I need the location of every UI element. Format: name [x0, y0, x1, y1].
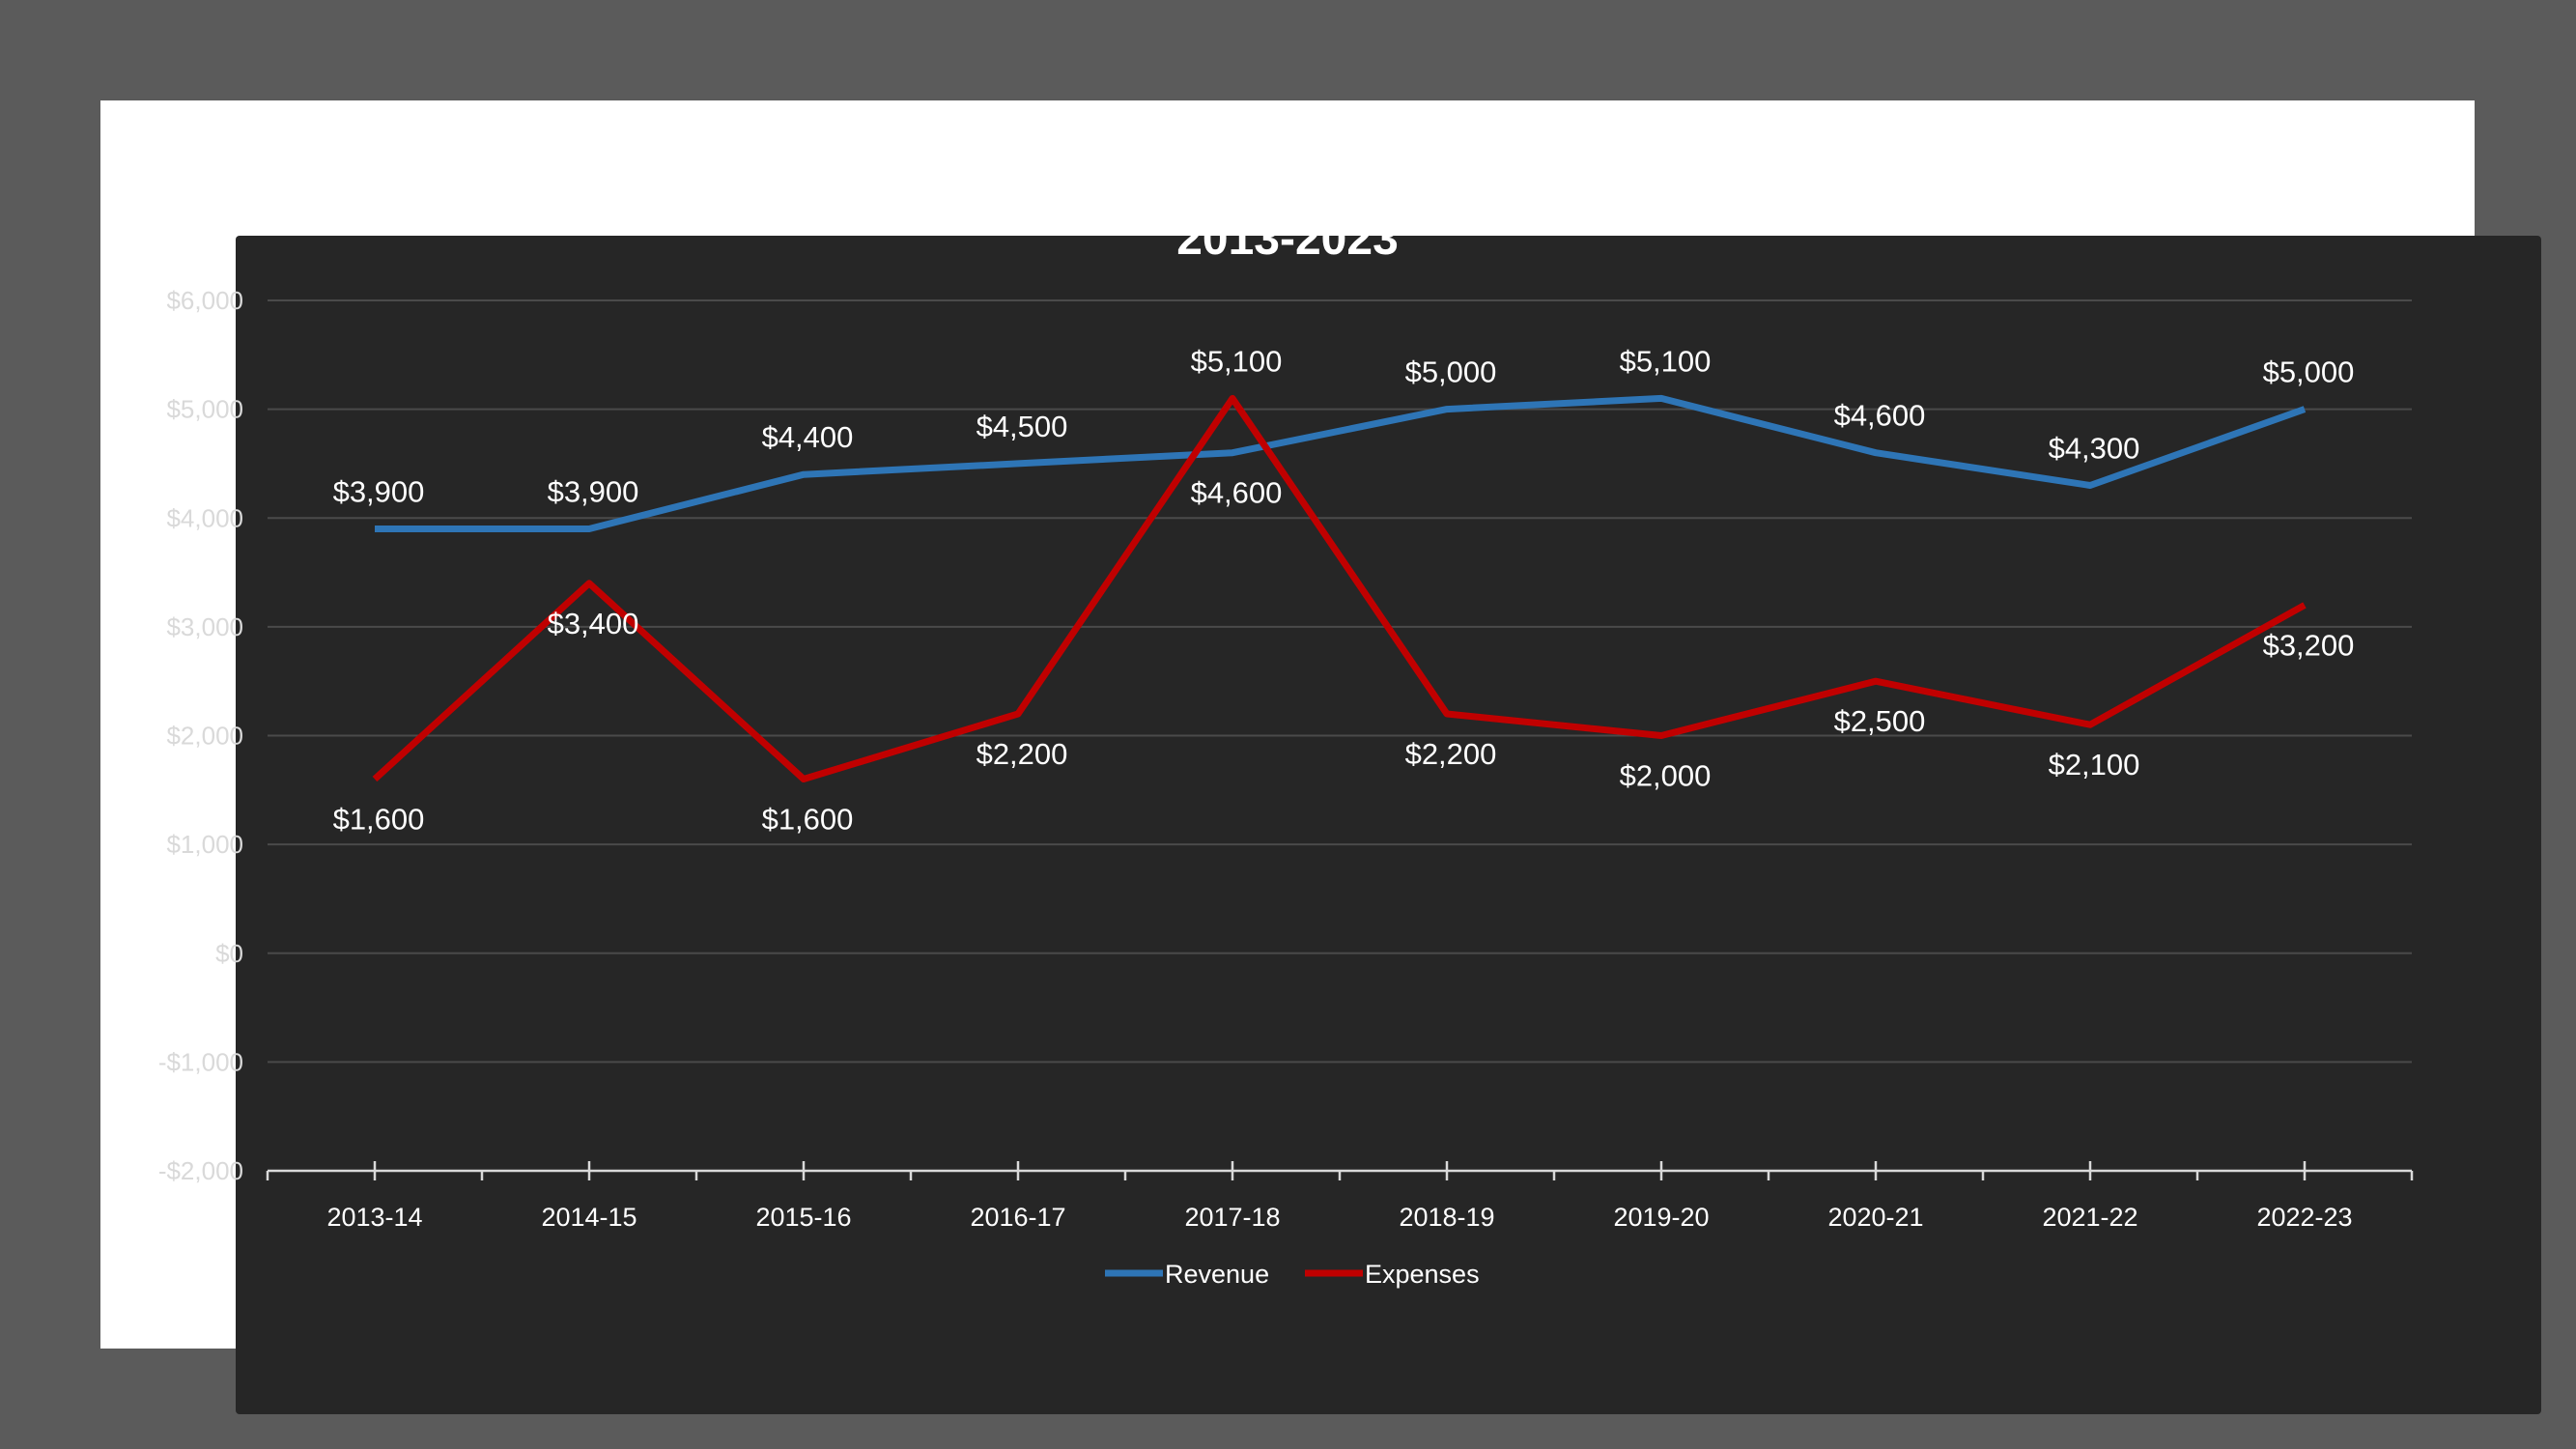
x-tick-label: 2013-14: [326, 1203, 422, 1232]
y-tick-label: $6,000: [166, 286, 243, 315]
data-label-revenue: $4,600: [1191, 476, 1283, 510]
data-label-revenue: $4,500: [977, 410, 1068, 443]
series-line-revenue: [375, 394, 2307, 532]
x-tick-label: 2016-17: [970, 1203, 1065, 1232]
data-label-expenses: $3,400: [548, 607, 639, 640]
data-label-revenue: $3,900: [333, 475, 425, 509]
y-tick-label: $3,000: [166, 612, 243, 641]
chart-title-line-1: Revenue vs Expenses: [1044, 157, 1531, 209]
legend-label-revenue: Revenue: [1165, 1260, 1269, 1289]
x-tick-label: 2018-19: [1399, 1203, 1494, 1232]
series-line-expenses: [372, 394, 2307, 782]
y-tick-label: -$2,000: [158, 1156, 243, 1185]
chart-title-line-2: 2013-2023: [1176, 213, 1399, 265]
y-tick-label: $1,000: [166, 830, 243, 859]
x-tick-label: 2020-21: [1827, 1203, 1923, 1232]
data-label-expenses: $3,200: [2263, 628, 2355, 662]
x-tick-label: 2022-23: [2256, 1203, 2352, 1232]
y-tick-label: $0: [215, 939, 243, 968]
legend-label-expenses: Expenses: [1365, 1260, 1480, 1289]
data-label-expenses: $2,100: [2049, 748, 2140, 781]
data-label-expenses: $1,600: [762, 803, 854, 837]
data-label-expenses: $2,200: [1405, 737, 1497, 771]
data-label-revenue: $4,400: [762, 420, 854, 454]
chart-area: [236, 236, 2541, 1414]
data-label-expenses: $2,000: [1620, 759, 1712, 793]
data-label-revenue: $5,000: [2263, 355, 2355, 389]
y-tick-label: $4,000: [166, 503, 243, 532]
data-label-expenses: $1,600: [333, 803, 425, 837]
data-label-revenue: $3,900: [548, 475, 639, 509]
x-tick-label: 2019-20: [1613, 1203, 1709, 1232]
x-tick-label: 2017-18: [1184, 1203, 1280, 1232]
data-label-expenses: $2,200: [977, 737, 1068, 771]
x-tick-label: 2021-22: [2042, 1203, 2137, 1232]
y-tick-label: -$1,000: [158, 1047, 243, 1076]
data-label-revenue: $4,300: [2049, 431, 2140, 465]
y-tick-label: $5,000: [166, 395, 243, 424]
data-label-revenue: $5,000: [1405, 355, 1497, 389]
data-label-expenses: $5,100: [1191, 344, 1283, 378]
data-label-revenue: $4,600: [1834, 399, 1926, 433]
x-tick-label: 2014-15: [541, 1203, 637, 1232]
x-tick-label: 2015-16: [755, 1203, 851, 1232]
y-tick-label: $2,000: [166, 722, 243, 751]
data-label-revenue: $5,100: [1620, 344, 1712, 378]
data-label-expenses: $2,500: [1834, 704, 1926, 738]
